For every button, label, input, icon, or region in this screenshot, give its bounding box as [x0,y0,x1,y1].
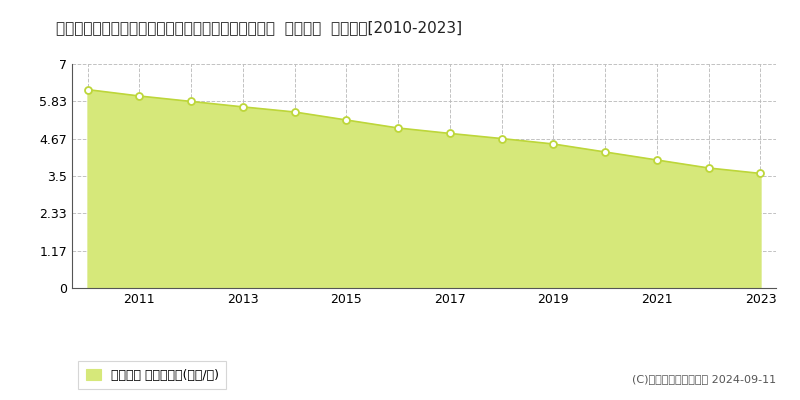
Legend: 地価公示 平均坂単価(万円/坢): 地価公示 平均坂単価(万円/坢) [78,362,226,390]
Text: 鹿児島県大島郡和泊町大字手々知名字船畔１６３番３  地価公示  地価推移[2010-2023]: 鹿児島県大島郡和泊町大字手々知名字船畔１６３番３ 地価公示 地価推移[2010-… [56,20,462,35]
Text: (C)土地価格ドットコム 2024-09-11: (C)土地価格ドットコム 2024-09-11 [632,374,776,384]
